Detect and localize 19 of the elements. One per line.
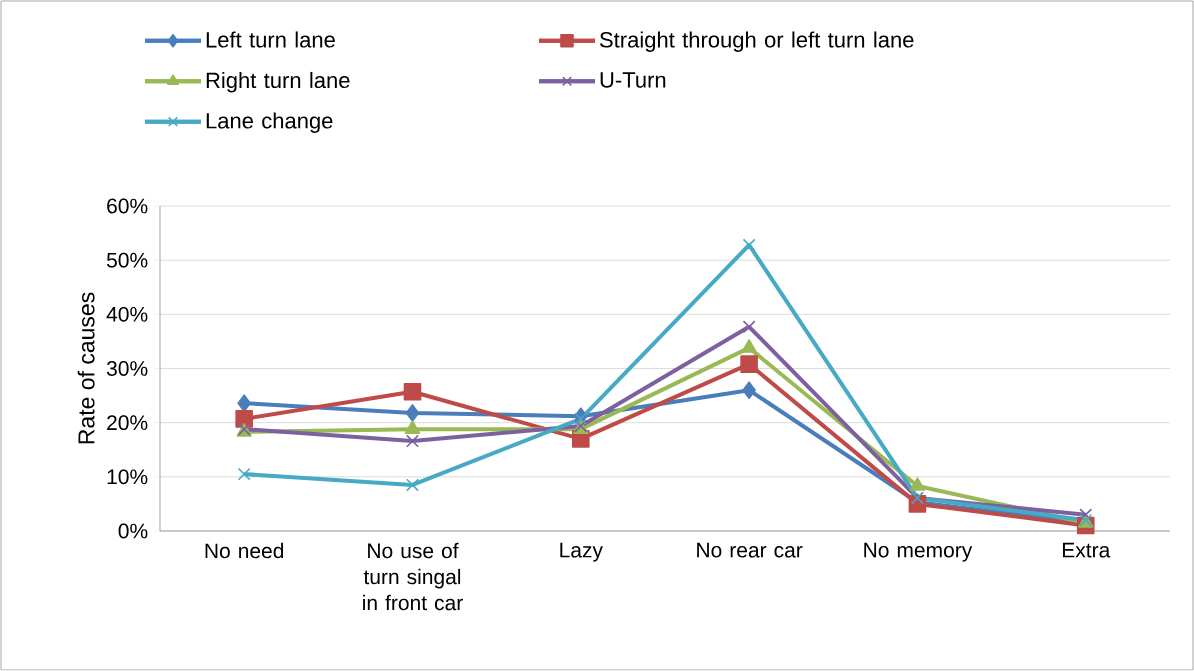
y-tick-label: 40% <box>106 306 148 322</box>
y-tick-label: 30% <box>106 361 148 376</box>
legend-label: Straight through or left turn lane <box>600 31 914 52</box>
x-tick-label: Lazy <box>560 542 603 562</box>
legend-label: Left turn lane <box>206 31 335 48</box>
y-tick-label: 0% <box>118 523 148 539</box>
y-tick-label: 20% <box>107 415 148 431</box>
x-tick-label: No rear car <box>697 542 803 558</box>
x-tick-label: No use of turn singal in front car <box>363 542 463 611</box>
x-tick-label: No memory <box>864 542 973 562</box>
y-axis-title: Rate of causes <box>77 292 95 444</box>
legend-label: Lane change <box>206 112 333 133</box>
y-tick-label: 60% <box>107 198 148 214</box>
y-tick-label: 50% <box>106 252 148 268</box>
x-tick-label: No need <box>205 542 284 559</box>
y-tick-label: 10% <box>107 469 148 485</box>
x-tick-label: Extra <box>1062 542 1111 558</box>
legend-label: Right turn lane <box>206 71 350 93</box>
legend-label: U-Turn <box>600 72 666 88</box>
